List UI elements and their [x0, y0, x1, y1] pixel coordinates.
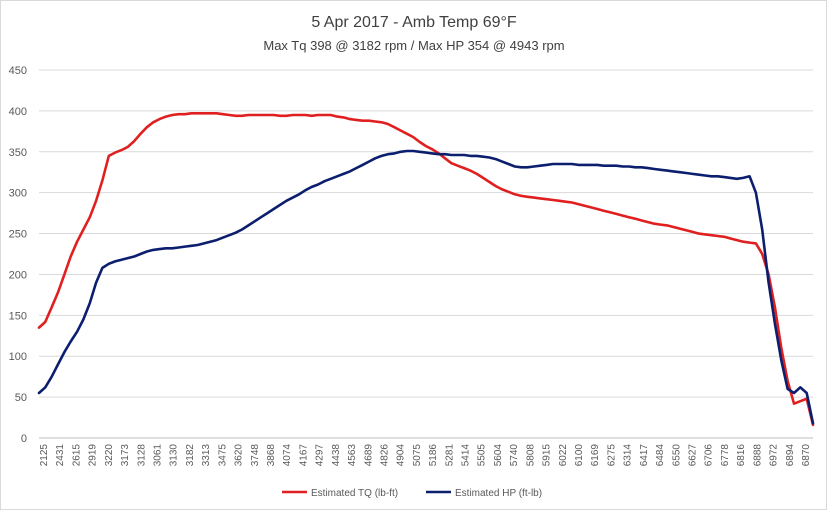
x-tick-label: 6275	[606, 444, 617, 467]
chart-subtitle: Max Tq 398 @ 3182 rpm / Max HP 354 @ 494…	[263, 38, 564, 53]
x-tick-label: 4438	[331, 444, 342, 467]
y-tick-label: 250	[9, 229, 27, 241]
x-tick-label: 6778	[720, 444, 731, 467]
legend: Estimated TQ (lb-ft) Estimated HP (ft-lb)	[282, 488, 542, 499]
x-tick-label: 5808	[525, 444, 536, 467]
gridlines	[39, 69, 813, 439]
x-tick-label: 3220	[104, 444, 115, 467]
x-tick-label: 5604	[493, 444, 504, 467]
x-tick-label: 6169	[590, 444, 601, 467]
series-lines	[37, 112, 815, 427]
y-tick-label: 300	[9, 188, 27, 200]
x-tick-label: 6870	[801, 444, 812, 467]
x-tick-label: 5075	[412, 444, 423, 467]
x-tick-label: 5915	[542, 444, 553, 467]
y-axis-ticks: 0 50 100 150 200 250 300 350 400 450	[9, 65, 27, 445]
x-tick-label: 4563	[347, 444, 358, 467]
x-tick-label: 3475	[217, 444, 228, 467]
x-tick-label: 4074	[282, 444, 293, 467]
x-tick-label: 4297	[315, 444, 326, 467]
x-tick-label: 4904	[396, 444, 407, 467]
y-tick-label: 0	[21, 433, 27, 445]
x-tick-label: 6816	[736, 444, 747, 467]
x-tick-label: 6314	[623, 444, 634, 467]
x-tick-label: 5281	[444, 444, 455, 467]
x-tick-label: 2431	[55, 444, 66, 467]
legend-label-0: Estimated TQ (lb-ft)	[311, 488, 398, 499]
x-tick-label: 6972	[769, 444, 780, 467]
y-tick-label: 200	[9, 269, 27, 281]
x-tick-label: 4689	[363, 444, 374, 467]
x-tick-label: 6100	[574, 444, 585, 467]
x-tick-label: 3620	[234, 444, 245, 467]
x-tick-label: 3748	[250, 444, 261, 467]
series-line-0	[37, 112, 815, 427]
x-tick-label: 3313	[201, 444, 212, 467]
x-tick-label: 3173	[120, 444, 131, 467]
x-tick-label: 6894	[785, 444, 796, 467]
x-tick-label: 6417	[639, 444, 650, 467]
y-tick-label: 400	[9, 106, 27, 118]
x-tick-label: 6706	[704, 444, 715, 467]
x-tick-label: 3061	[152, 444, 163, 467]
y-tick-label: 150	[9, 310, 27, 322]
x-tick-label: 5740	[509, 444, 520, 467]
x-tick-label: 6022	[558, 444, 569, 467]
x-tick-label: 5414	[461, 444, 472, 467]
y-tick-label: 50	[15, 392, 27, 404]
x-tick-label: 3868	[266, 444, 277, 467]
legend-label-1: Estimated HP (ft-lb)	[455, 488, 542, 499]
x-tick-label: 4167	[298, 444, 309, 467]
x-tick-label: 2919	[88, 444, 99, 467]
y-tick-label: 100	[9, 351, 27, 363]
x-tick-label: 5505	[477, 444, 488, 467]
x-tick-label: 4826	[379, 444, 390, 467]
x-tick-label: 2615	[71, 444, 82, 467]
x-tick-label: 6550	[671, 444, 682, 467]
y-tick-label: 450	[9, 65, 27, 77]
x-axis-ticks: 2125 2431 2615 2919 3220 3173 3128 3061 3130 3182…	[39, 444, 812, 467]
x-tick-label: 2125	[39, 444, 50, 467]
chart-title: 5 Apr 2017 - Amb Temp 69°F	[311, 14, 517, 31]
x-tick-label: 6627	[688, 444, 699, 467]
x-tick-label: 3128	[136, 444, 147, 467]
x-tick-label: 3182	[185, 444, 196, 467]
x-tick-label: 3130	[169, 444, 180, 467]
x-tick-label: 6888	[752, 444, 763, 467]
series-line-1	[37, 149, 815, 425]
y-tick-label: 350	[9, 147, 27, 159]
x-tick-label: 5186	[428, 444, 439, 467]
x-tick-label: 6484	[655, 444, 666, 467]
